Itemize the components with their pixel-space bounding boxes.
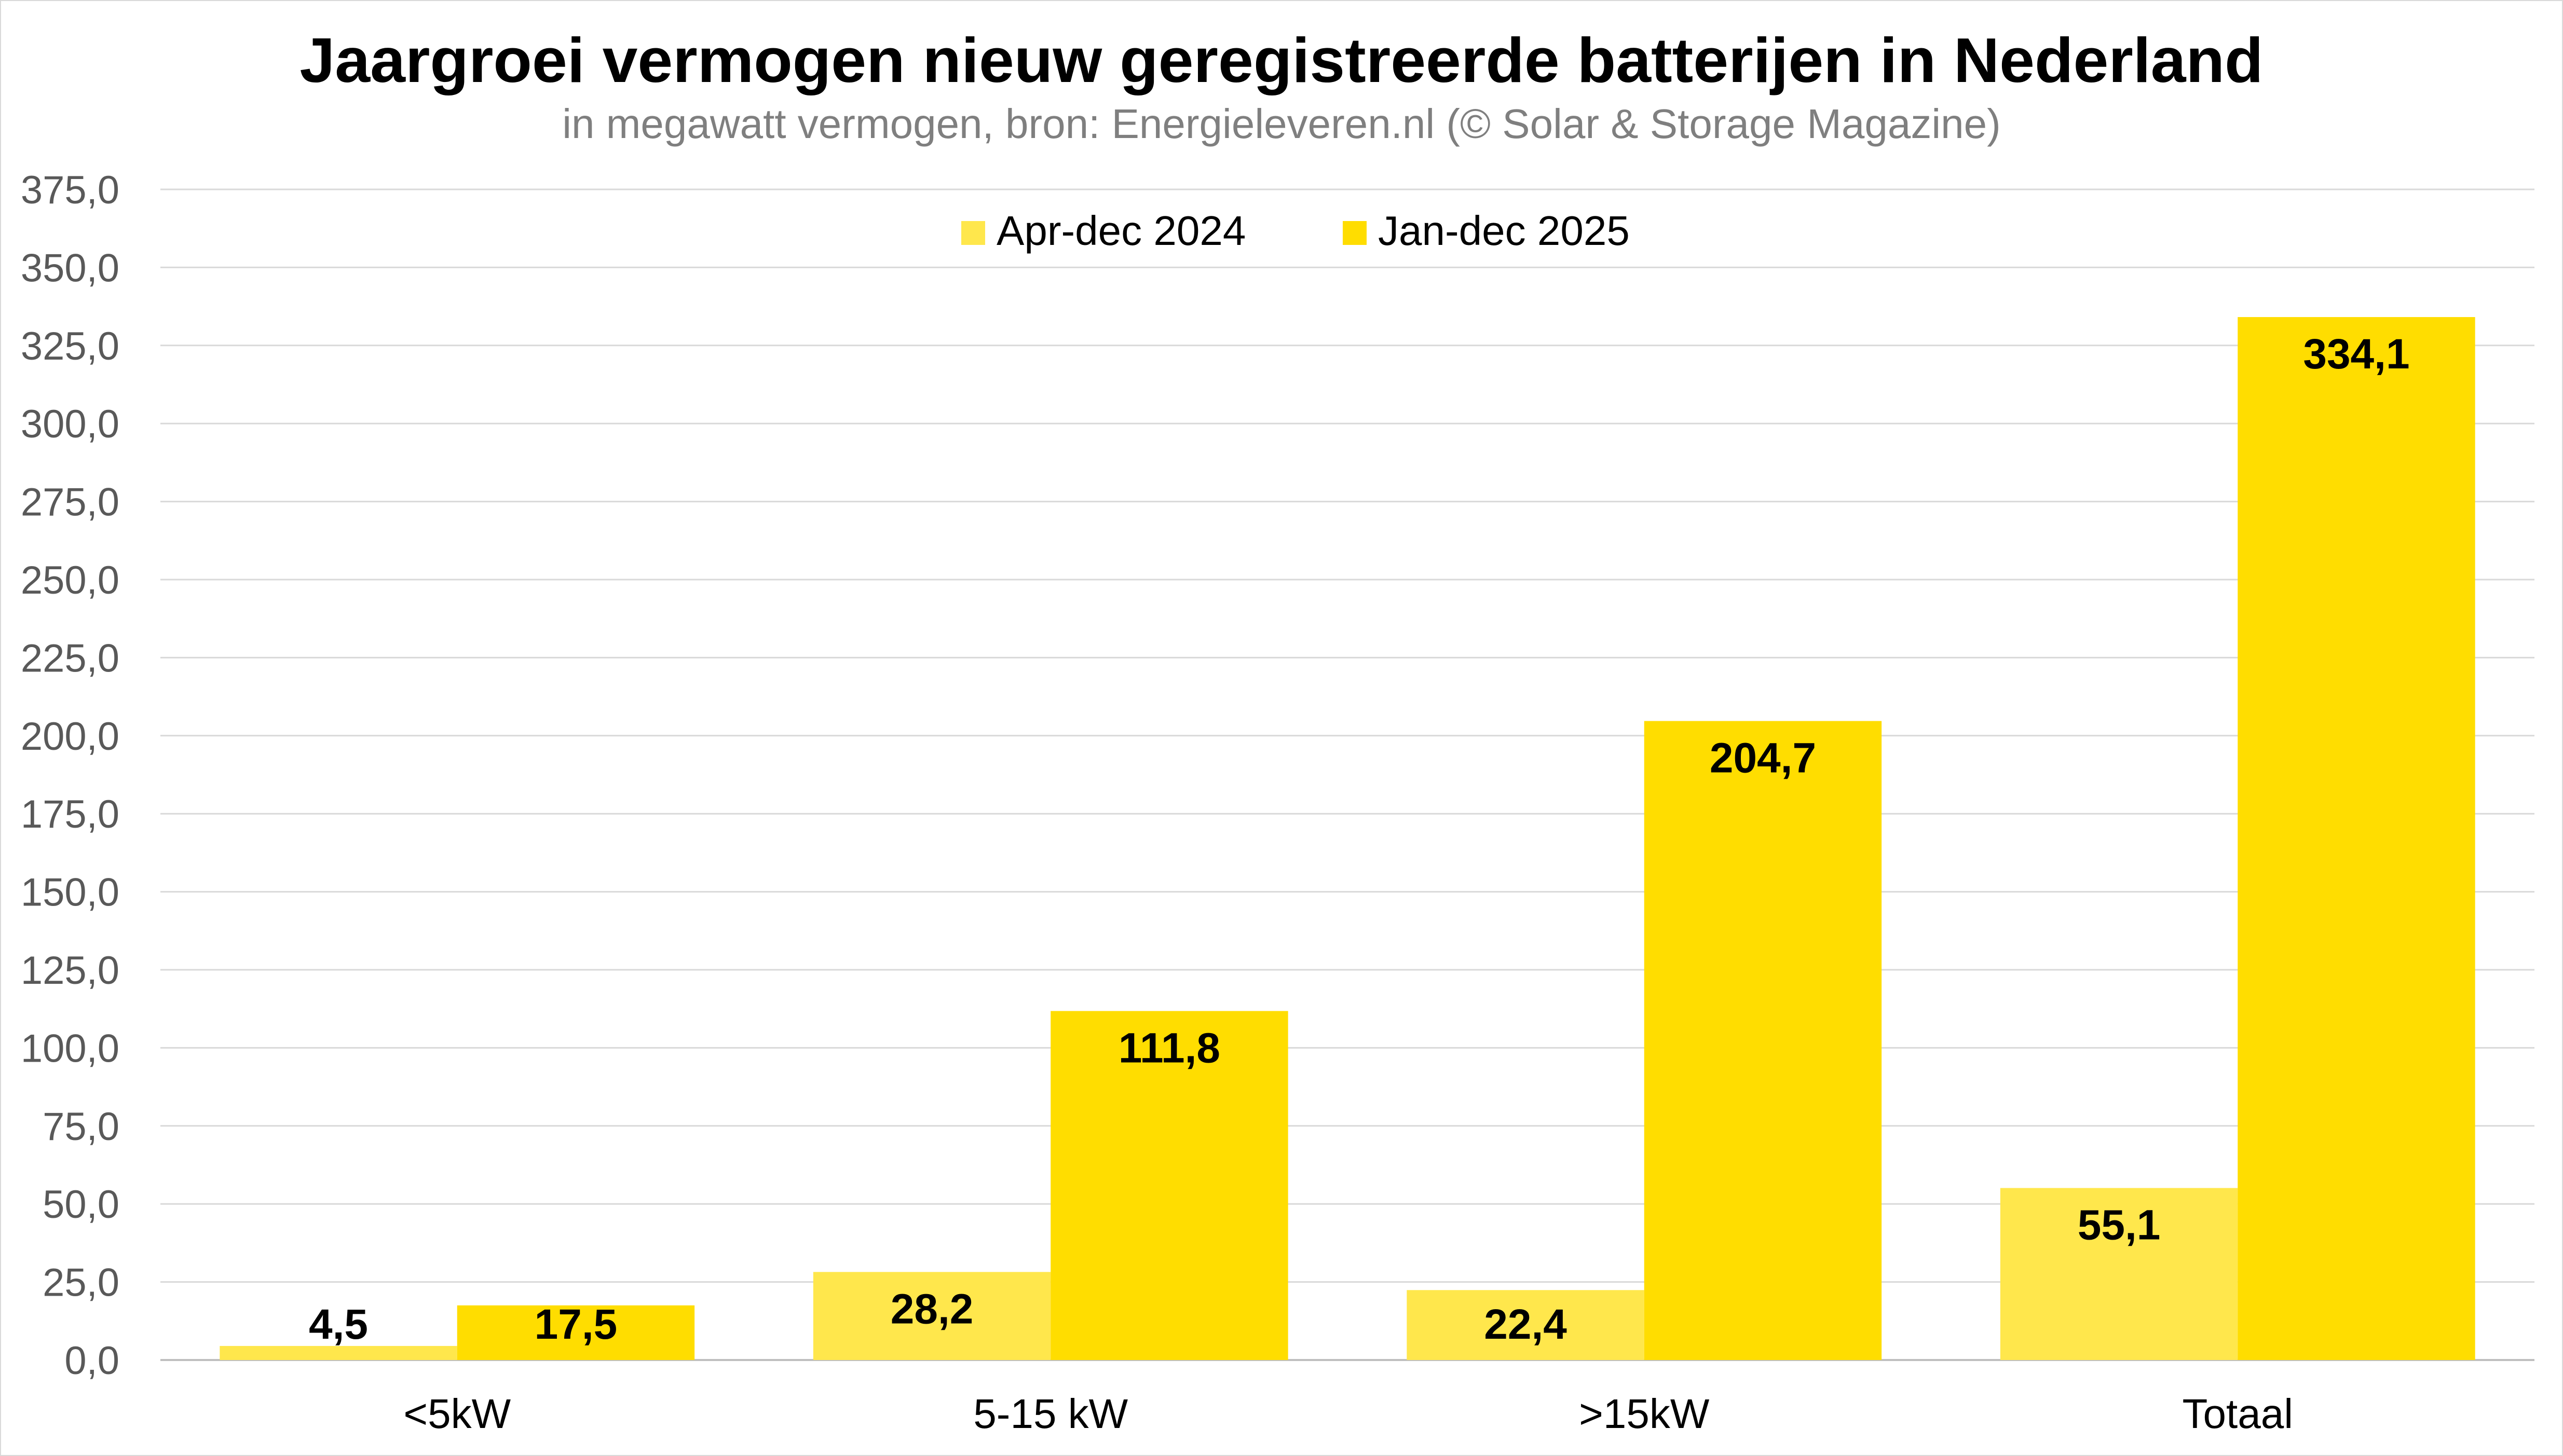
bar xyxy=(1407,1290,1644,1360)
y-tick-label: 75,0 xyxy=(43,1105,119,1149)
data-label: 204,7 xyxy=(1710,735,1816,782)
x-axis: <5kW 5-15 kW >15kW Totaal xyxy=(403,1391,2293,1437)
data-label: 55,1 xyxy=(2078,1202,2161,1249)
y-tick-label: 325,0 xyxy=(21,324,119,368)
y-tick-label: 175,0 xyxy=(21,792,119,836)
x-tick-label: >15kW xyxy=(1579,1391,1710,1437)
y-tick-label: 25,0 xyxy=(43,1261,119,1305)
bar xyxy=(2000,1188,2238,1360)
legend-swatch xyxy=(961,221,985,245)
x-tick-label: Totaal xyxy=(2183,1391,2293,1437)
y-tick-label: 100,0 xyxy=(21,1026,119,1070)
legend-label: Jan-dec 2025 xyxy=(1378,208,1630,254)
y-tick-label: 350,0 xyxy=(21,246,119,290)
bar xyxy=(813,1272,1051,1360)
x-tick-label: 5-15 kW xyxy=(973,1391,1128,1437)
data-labels: 4,5 17,5 28,2 111,8 22,4 204,7 55,1 334,1 xyxy=(309,331,2410,1348)
y-axis: 0,0 25,0 50,0 75,0 100,0 125,0 150,0 175,0 200,0… xyxy=(21,168,119,1383)
bar xyxy=(457,1305,695,1360)
x-tick-label: <5kW xyxy=(403,1391,511,1437)
bar xyxy=(220,1345,457,1360)
gridlines xyxy=(160,188,2534,1361)
bar xyxy=(2238,317,2475,1360)
chart-title: Jaargroei vermogen nieuw geregistreerde … xyxy=(299,25,2263,95)
data-label: 334,1 xyxy=(2303,331,2409,378)
bar xyxy=(1644,721,1882,1360)
y-tick-label: 300,0 xyxy=(21,402,119,446)
data-label: 111,8 xyxy=(1119,1024,1220,1072)
data-label: 28,2 xyxy=(891,1285,974,1333)
y-tick-label: 375,0 xyxy=(21,168,119,212)
legend-label: Apr-dec 2024 xyxy=(997,208,1246,254)
bars xyxy=(220,317,2475,1360)
y-tick-label: 250,0 xyxy=(21,558,119,602)
legend-swatch xyxy=(1343,221,1367,245)
data-label: 22,4 xyxy=(1484,1301,1567,1348)
data-label: 4,5 xyxy=(309,1301,368,1348)
y-tick-label: 225,0 xyxy=(21,636,119,680)
y-tick-label: 150,0 xyxy=(21,871,119,915)
y-tick-label: 275,0 xyxy=(21,480,119,525)
y-tick-label: 125,0 xyxy=(21,949,119,993)
y-tick-label: 200,0 xyxy=(21,715,119,759)
bar xyxy=(1051,1011,1288,1360)
legend: Apr-dec 2024 Jan-dec 2025 xyxy=(961,208,1630,254)
chart-subtitle: in megawatt vermogen, bron: Energielever… xyxy=(562,101,2000,147)
y-tick-label: 50,0 xyxy=(43,1183,119,1227)
data-label: 17,5 xyxy=(535,1301,618,1348)
y-tick-label: 0,0 xyxy=(64,1339,119,1383)
